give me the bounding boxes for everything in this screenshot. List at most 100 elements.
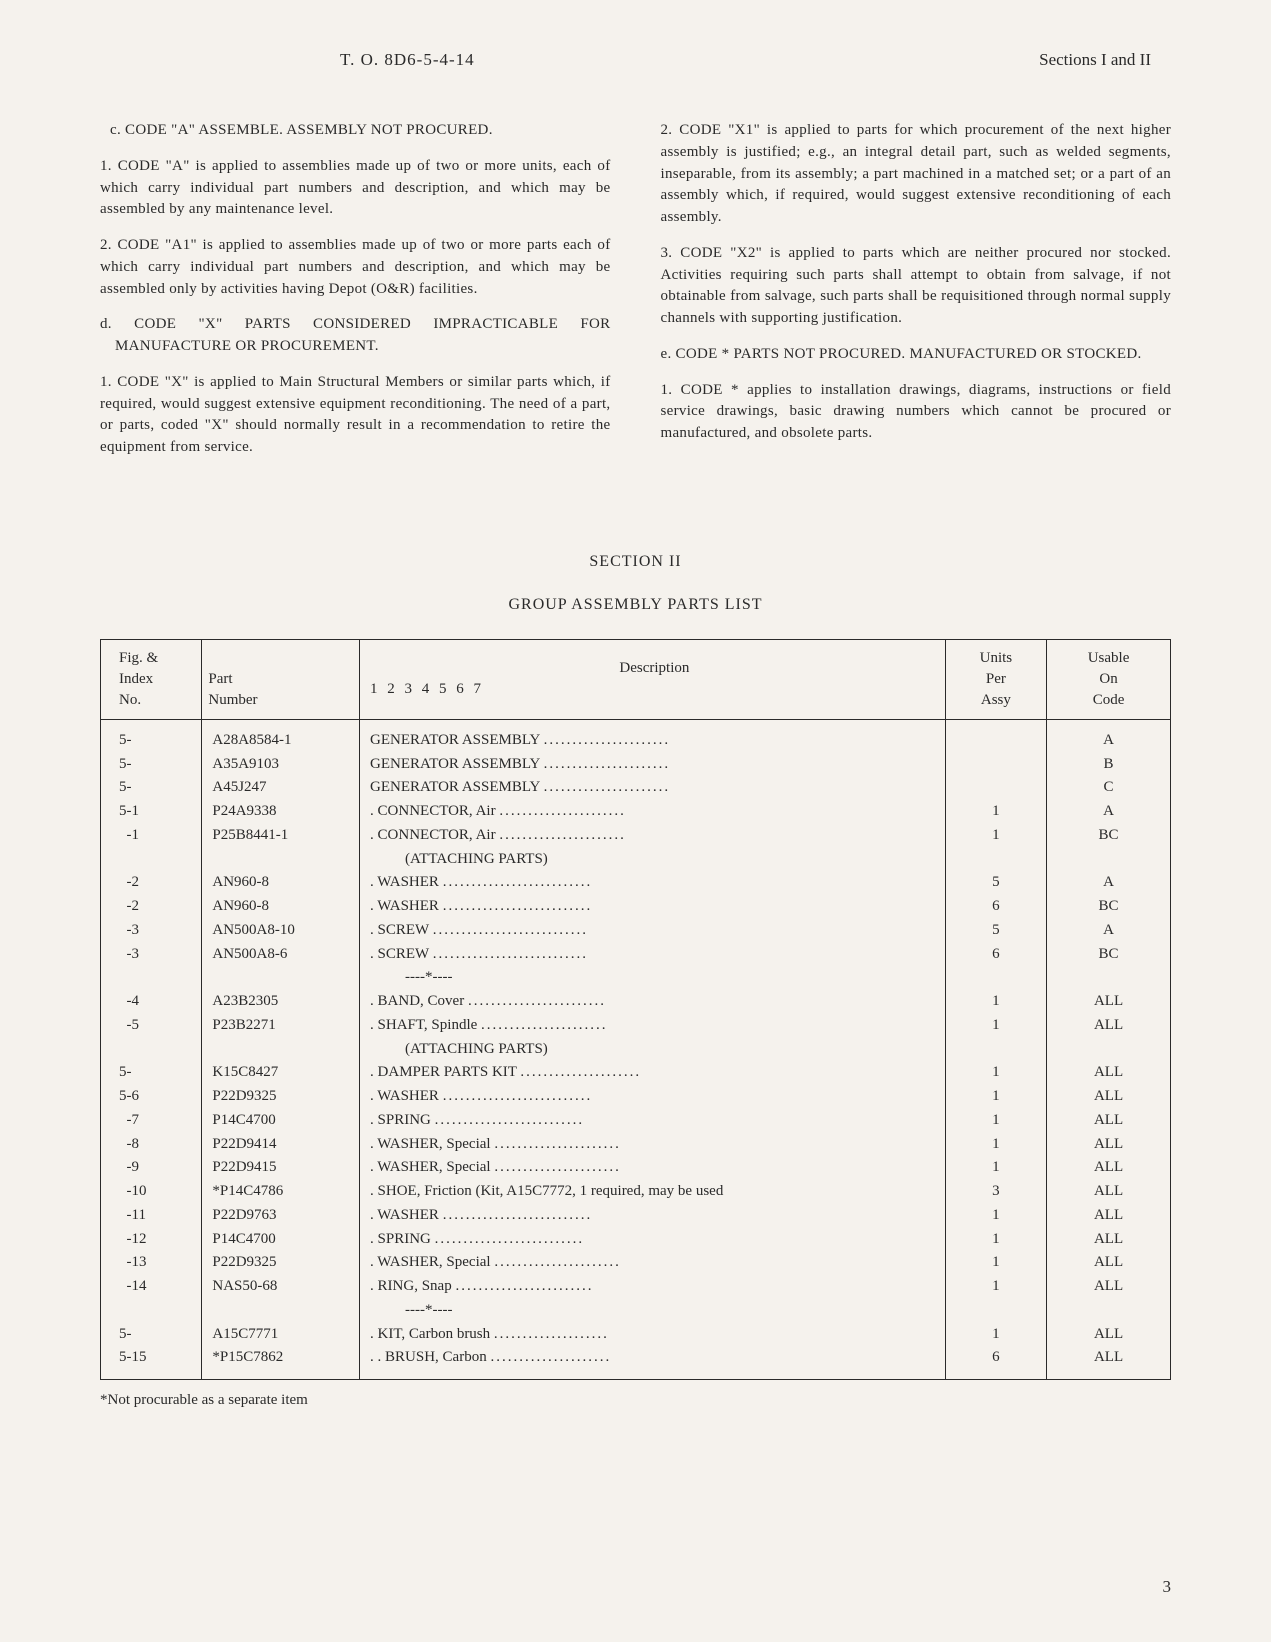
cell-code: B — [1047, 753, 1171, 777]
cell-fig: -8 — [101, 1133, 202, 1157]
cell-description: ----*---- — [360, 1299, 946, 1323]
document-header: T. O. 8D6-5-4-14 Sections I and II — [100, 50, 1171, 70]
cell-description: . SHAFT, Spindle ...................... — [360, 1014, 946, 1038]
cell-part — [202, 1038, 360, 1062]
cell-fig: -1 — [101, 824, 202, 848]
cell-part: P22D9763 — [202, 1204, 360, 1228]
header-center-text: T. O. 8D6-5-4-14 — [340, 50, 475, 70]
cell-units: 1 — [945, 1156, 1046, 1180]
cell-part — [202, 848, 360, 872]
table-header-row: Fig. &IndexNo. PartNumber Description1 2… — [101, 639, 1171, 719]
cell-code: ALL — [1047, 1109, 1171, 1133]
table-row: -3AN500A8-6. SCREW .....................… — [101, 943, 1171, 967]
cell-part: NAS50-68 — [202, 1275, 360, 1299]
cell-part: P22D9414 — [202, 1133, 360, 1157]
cell-units: 5 — [945, 871, 1046, 895]
cell-part: A15C7771 — [202, 1323, 360, 1347]
table-row: 5-1P24A9338. CONNECTOR, Air ............… — [101, 800, 1171, 824]
cell-part: A35A9103 — [202, 753, 360, 777]
cell-description: . . BRUSH, Carbon ..................... — [360, 1346, 946, 1379]
table-body: 5-A28A8584-1GENERATOR ASSEMBLY .........… — [101, 719, 1171, 1379]
cell-units: 3 — [945, 1180, 1046, 1204]
table-row: -11P22D9763. WASHER ....................… — [101, 1204, 1171, 1228]
header-right-text: Sections I and II — [1039, 50, 1151, 70]
code-star-heading: e. CODE * PARTS NOT PROCURED. MANUFACTUR… — [661, 344, 1172, 366]
table-title: GROUP ASSEMBLY PARTS LIST — [100, 596, 1171, 614]
cell-part: AN960-8 — [202, 895, 360, 919]
table-row: -3AN500A8-10. SCREW ....................… — [101, 919, 1171, 943]
cell-description: . KIT, Carbon brush .................... — [360, 1323, 946, 1347]
cell-fig: -3 — [101, 943, 202, 967]
cell-units: 1 — [945, 1251, 1046, 1275]
cell-part: P14C4700 — [202, 1109, 360, 1133]
left-column: c. CODE "A" ASSEMBLE. ASSEMBLY NOT PROCU… — [100, 120, 611, 473]
cell-code — [1047, 1038, 1171, 1062]
cell-fig: 5- — [101, 1061, 202, 1085]
cell-part: AN960-8 — [202, 871, 360, 895]
cell-description: . WASHER, Special ...................... — [360, 1133, 946, 1157]
cell-part: P23B2271 — [202, 1014, 360, 1038]
page-number: 3 — [1163, 1577, 1172, 1597]
header-code: UsableOnCode — [1047, 639, 1171, 719]
cell-fig — [101, 1299, 202, 1323]
cell-code — [1047, 1299, 1171, 1323]
cell-fig: -2 — [101, 895, 202, 919]
cell-part: P24A9338 — [202, 800, 360, 824]
cell-units: 1 — [945, 1323, 1046, 1347]
cell-description: . SPRING .......................... — [360, 1228, 946, 1252]
cell-units: 5 — [945, 919, 1046, 943]
cell-description: GENERATOR ASSEMBLY .....................… — [360, 776, 946, 800]
table-row: -12P14C4700. SPRING ....................… — [101, 1228, 1171, 1252]
cell-description: . SCREW ........................... — [360, 919, 946, 943]
cell-code: BC — [1047, 895, 1171, 919]
table-row: -5P23B2271. SHAFT, Spindle .............… — [101, 1014, 1171, 1038]
cell-units: 1 — [945, 824, 1046, 848]
table-row: 5-A35A9103GENERATOR ASSEMBLY ...........… — [101, 753, 1171, 777]
cell-part — [202, 1299, 360, 1323]
cell-fig: -10 — [101, 1180, 202, 1204]
cell-part: K15C8427 — [202, 1061, 360, 1085]
cell-part: AN500A8-10 — [202, 919, 360, 943]
cell-code: ALL — [1047, 1346, 1171, 1379]
right-column: 2. CODE "X1" is applied to parts for whi… — [661, 120, 1172, 473]
cell-code: ALL — [1047, 1251, 1171, 1275]
table-row: -2AN960-8. WASHER ......................… — [101, 895, 1171, 919]
table-row: -13P22D9325. WASHER, Special ...........… — [101, 1251, 1171, 1275]
cell-units: 1 — [945, 990, 1046, 1014]
cell-part: P22D9325 — [202, 1251, 360, 1275]
cell-fig: 5-15 — [101, 1346, 202, 1379]
cell-code: ALL — [1047, 1156, 1171, 1180]
cell-units: 6 — [945, 895, 1046, 919]
cell-code: ALL — [1047, 1180, 1171, 1204]
cell-description: . WASHER, Special ...................... — [360, 1156, 946, 1180]
body-text-columns: c. CODE "A" ASSEMBLE. ASSEMBLY NOT PROCU… — [100, 120, 1171, 473]
cell-description: (ATTACHING PARTS) — [360, 1038, 946, 1062]
cell-part: A23B2305 — [202, 990, 360, 1014]
code-star-para1: 1. CODE * applies to installation drawin… — [661, 380, 1172, 445]
table-row: 5-A45J247GENERATOR ASSEMBLY ............… — [101, 776, 1171, 800]
table-row: (ATTACHING PARTS) — [101, 1038, 1171, 1062]
cell-fig: 5-1 — [101, 800, 202, 824]
section-title: SECTION II — [100, 553, 1171, 571]
cell-description: . RING, Snap ........................ — [360, 1275, 946, 1299]
cell-code: A — [1047, 719, 1171, 752]
cell-description: . CONNECTOR, Air ...................... — [360, 800, 946, 824]
cell-units: 1 — [945, 1275, 1046, 1299]
cell-code: ALL — [1047, 1133, 1171, 1157]
table-row: (ATTACHING PARTS) — [101, 848, 1171, 872]
table-row: ----*---- — [101, 1299, 1171, 1323]
cell-code: ALL — [1047, 1085, 1171, 1109]
cell-description: . SHOE, Friction (Kit, A15C7772, 1 requi… — [360, 1180, 946, 1204]
cell-description: . SCREW ........................... — [360, 943, 946, 967]
cell-units: 1 — [945, 1061, 1046, 1085]
cell-fig: -12 — [101, 1228, 202, 1252]
cell-fig — [101, 1038, 202, 1062]
cell-fig: -2 — [101, 871, 202, 895]
cell-fig: 5- — [101, 1323, 202, 1347]
header-desc: Description1 2 3 4 5 6 7 — [360, 639, 946, 719]
cell-description: GENERATOR ASSEMBLY .....................… — [360, 719, 946, 752]
table-row: -9P22D9415. WASHER, Special ............… — [101, 1156, 1171, 1180]
cell-part: A45J247 — [202, 776, 360, 800]
table-row: 5-15*P15C7862. . BRUSH, Carbon .........… — [101, 1346, 1171, 1379]
cell-part: *P15C7862 — [202, 1346, 360, 1379]
